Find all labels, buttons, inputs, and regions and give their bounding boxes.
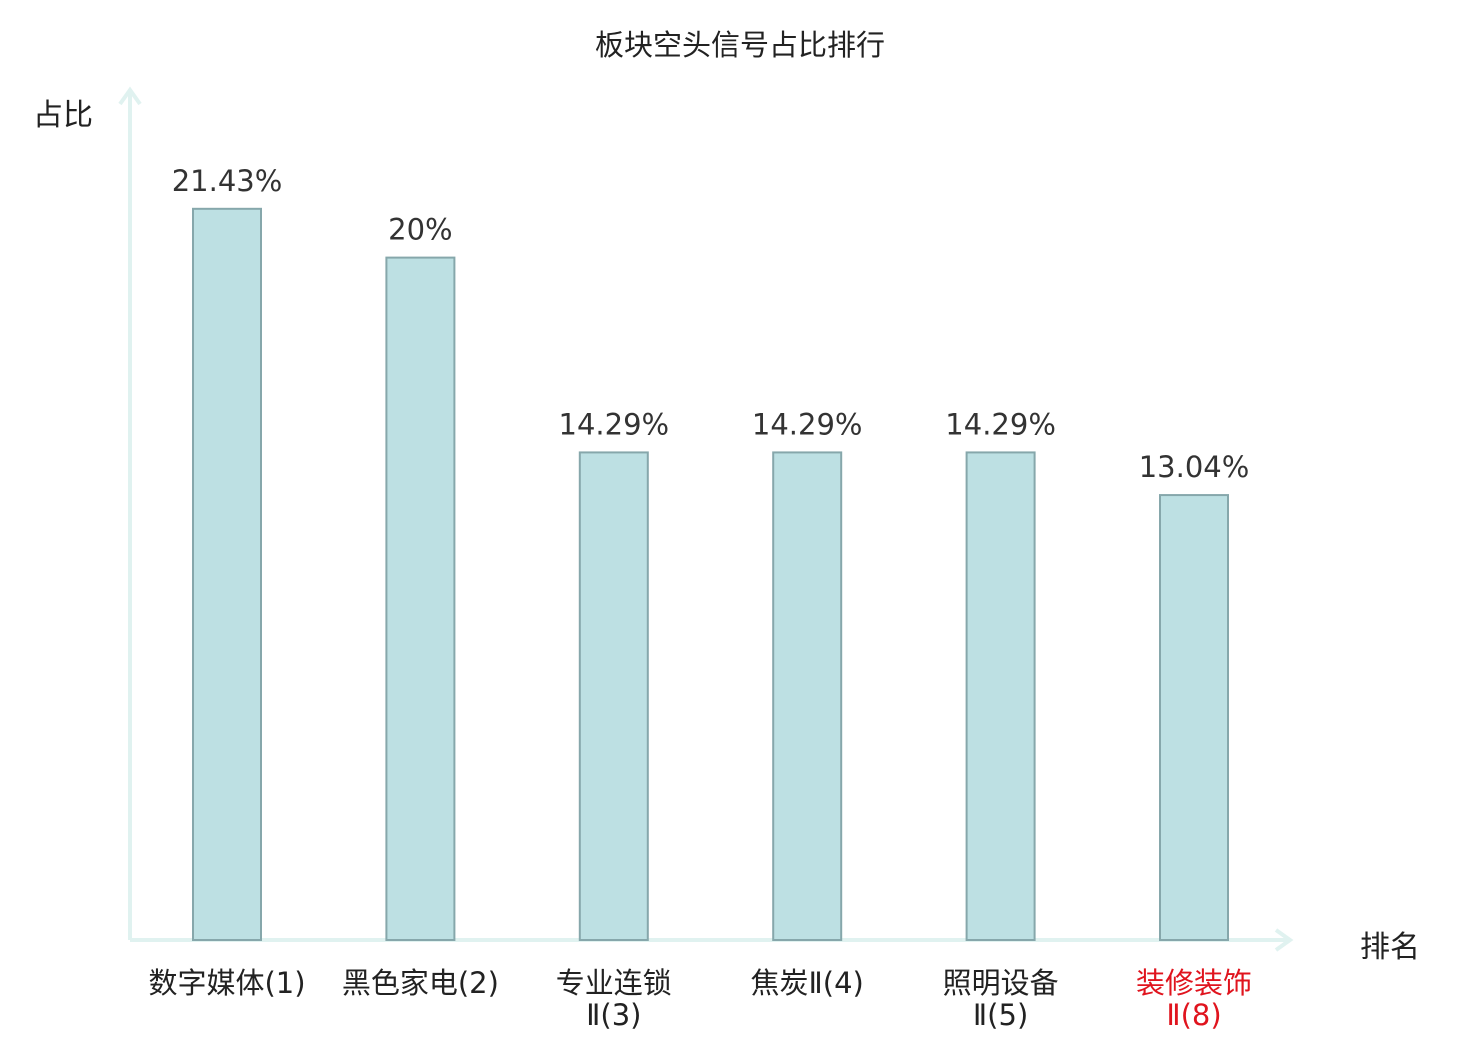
bar (772, 451, 843, 941)
chart-title: 板块空头信号占比排行 (594, 28, 885, 62)
data-label: 14.29% (945, 407, 1056, 441)
data-label: 14.29% (752, 407, 863, 441)
y-axis-arrow (118, 86, 142, 106)
x-tick-label-line2: Ⅱ(3) (586, 998, 641, 1032)
value-labels: 21.43% 20% 14.29% 14.29% 14.29% 13.04% (172, 164, 1250, 484)
x-tick-label: 专业连锁 (556, 966, 672, 1000)
bars (192, 207, 1229, 942)
bar (965, 451, 1036, 941)
bar (192, 207, 262, 941)
x-tick-label: 数字媒体(1) (148, 966, 305, 1000)
x-tick-label-line2: Ⅱ(8) (1166, 998, 1221, 1032)
x-axis-label: 排名 (1360, 930, 1420, 965)
bar (385, 256, 456, 942)
x-tick-label: 照明设备 (943, 966, 1059, 1000)
data-label: 14.29% (559, 407, 670, 441)
data-label: 13.04% (1139, 450, 1250, 484)
data-label: 20% (388, 213, 452, 247)
x-tick-label-line2: Ⅱ(5) (973, 998, 1028, 1032)
bar (1159, 494, 1229, 941)
x-tick-label: 装修装饰 (1136, 966, 1252, 1000)
x-tick-label: 焦炭Ⅱ(4) (751, 966, 864, 1000)
y-axis-label: 占比 (33, 98, 93, 133)
axes (118, 86, 1294, 952)
data-label: 21.43% (172, 164, 283, 198)
x-tick-label: 黑色家电(2) (342, 966, 499, 1000)
bar (578, 451, 649, 941)
x-axis-arrow (1274, 928, 1294, 952)
